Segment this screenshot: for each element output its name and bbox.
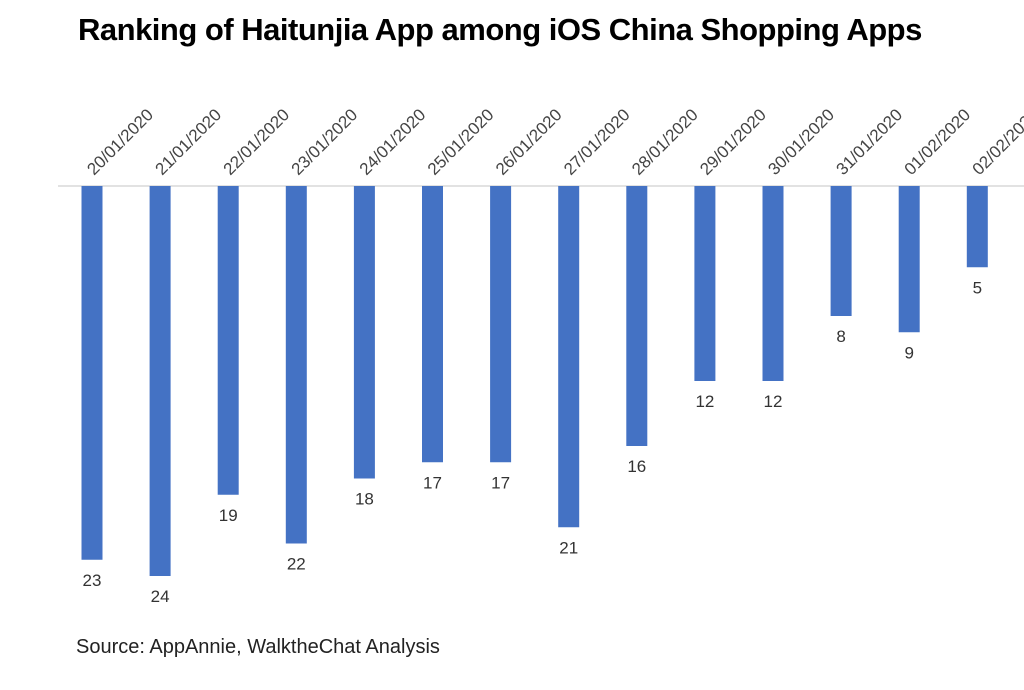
bar-29/01/2020 — [694, 186, 716, 381]
bar-30/01/2020 — [762, 186, 784, 381]
x-tick-label-24/01/2020: 24/01/2020 — [356, 105, 430, 179]
bar-21/01/2020 — [149, 186, 171, 576]
x-tick-label-31/01/2020: 31/01/2020 — [832, 105, 906, 179]
data-label-20/01/2020: 23 — [83, 571, 102, 590]
x-tick-label-26/01/2020: 26/01/2020 — [492, 105, 566, 179]
data-label-25/01/2020: 17 — [423, 473, 442, 492]
bar-chart: 20/01/202021/01/202022/01/202023/01/2020… — [58, 105, 1024, 606]
data-label-27/01/2020: 21 — [559, 538, 578, 557]
bar-27/01/2020 — [558, 186, 580, 528]
bar-25/01/2020 — [422, 186, 443, 463]
data-label-31/01/2020: 8 — [836, 327, 845, 346]
source-note: Source: AppAnnie, WalktheChat Analysis — [76, 636, 440, 658]
bar-02/02/2020 — [966, 186, 988, 268]
bar-31/01/2020 — [830, 186, 852, 316]
data-label-24/01/2020: 18 — [355, 490, 374, 509]
x-tick-label-29/01/2020: 29/01/2020 — [696, 105, 770, 179]
data-label-01/02/2020: 9 — [904, 343, 913, 362]
x-tick-label-28/01/2020: 28/01/2020 — [628, 105, 702, 179]
x-tick-label-21/01/2020: 21/01/2020 — [151, 105, 225, 179]
x-tick-label-27/01/2020: 27/01/2020 — [560, 105, 634, 179]
chart-title: Ranking of Haitunjia App among iOS China… — [78, 12, 922, 47]
x-tick-label-23/01/2020: 23/01/2020 — [288, 105, 362, 179]
bar-series — [81, 186, 988, 576]
x-tick-label-30/01/2020: 30/01/2020 — [764, 105, 838, 179]
data-label-26/01/2020: 17 — [491, 473, 510, 492]
data-label-21/01/2020: 24 — [151, 587, 170, 606]
bar-23/01/2020 — [285, 186, 307, 544]
bar-22/01/2020 — [217, 186, 239, 495]
x-tick-label-25/01/2020: 25/01/2020 — [424, 105, 498, 179]
data-label-28/01/2020: 16 — [627, 457, 646, 476]
x-axis-tick-labels: 20/01/202021/01/202022/01/202023/01/2020… — [83, 105, 1024, 179]
bar-26/01/2020 — [490, 186, 512, 463]
bar-24/01/2020 — [353, 186, 375, 479]
data-label-02/02/2020: 5 — [973, 278, 982, 297]
data-label-30/01/2020: 12 — [764, 392, 783, 411]
x-tick-label-20/01/2020: 20/01/2020 — [83, 105, 157, 179]
data-labels: 23 24 19 22 18 17 17 21 16 12 12 8 9 5 — [83, 278, 982, 606]
x-tick-label-22/01/2020: 22/01/2020 — [220, 105, 294, 179]
bar-28/01/2020 — [626, 186, 648, 446]
data-label-22/01/2020: 19 — [219, 506, 238, 525]
bar-01/02/2020 — [898, 186, 920, 333]
data-label-29/01/2020: 12 — [695, 392, 714, 411]
x-tick-label-01/02/2020: 01/02/2020 — [901, 105, 975, 179]
bar-20/01/2020 — [81, 186, 103, 560]
data-label-23/01/2020: 22 — [287, 555, 306, 574]
x-tick-label-02/02/2020: 02/02/2020 — [969, 105, 1024, 179]
